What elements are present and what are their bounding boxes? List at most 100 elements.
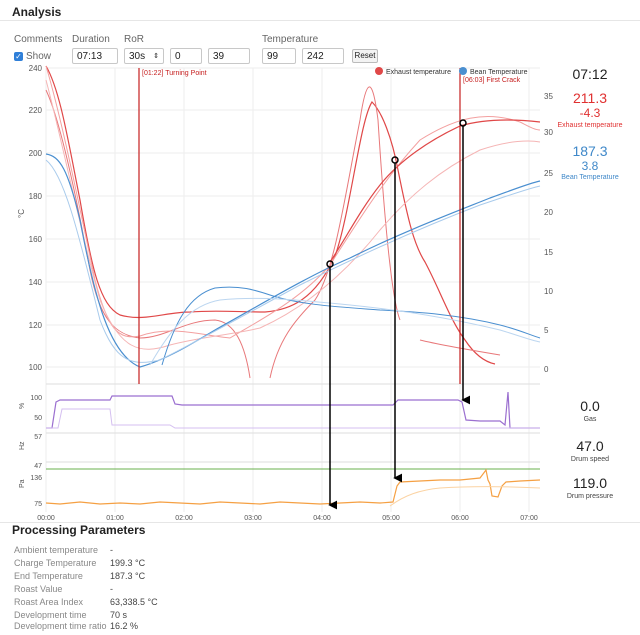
first-crack-label: [06:03] First Crack [463, 77, 521, 84]
gas-readout-label: Gas [583, 416, 597, 423]
temp-tick: 180 [29, 192, 43, 201]
param-label: End Temperature [14, 571, 83, 581]
exhaust-temp-prev [45, 65, 541, 339]
temp-tick: 140 [29, 278, 43, 287]
drum-speed-readout-label: Drum speed [570, 456, 610, 463]
param-label: Charge Temperature [14, 558, 97, 568]
ror-label: RoR [124, 34, 145, 45]
exhaust-value: 211.3 [573, 90, 607, 106]
time-tick: 04:00 [313, 515, 331, 522]
hz-tick: 57 [34, 434, 42, 441]
ror-select[interactable]: 30s ⇕ [124, 48, 164, 64]
show-label: Show [26, 51, 52, 62]
bean-legend-dot [459, 67, 467, 75]
temp-grid [45, 67, 540, 512]
header-divider [0, 20, 640, 21]
ror-tick: 25 [544, 169, 553, 178]
param-value: 70 s [110, 610, 128, 620]
temp-tick: 240 [29, 64, 43, 73]
ror-tick: 10 [544, 287, 553, 296]
exhaust-ror-curve [45, 86, 501, 379]
hz-tick: 47 [34, 463, 42, 470]
drum-speed-value: 47.0 [576, 438, 604, 454]
drum-pressure-readout-label: Drum pressure [566, 493, 614, 500]
ror-tick: 20 [544, 208, 553, 217]
time-tick: 05:00 [382, 515, 400, 522]
duration-label: Duration [72, 34, 110, 45]
time-tick: 00:00 [37, 515, 55, 522]
temp-tick: 160 [29, 235, 43, 244]
temp-axis: 240 220 200 180 160 140 120 100 [29, 64, 43, 372]
bean-ror-prev [149, 297, 541, 366]
exhaust-temp-prev [45, 79, 541, 350]
processing-title: Processing Parameters [12, 523, 146, 537]
exhaust-legend-label: Exhaust temperature [386, 69, 451, 76]
param-label: Roast Value [14, 584, 63, 594]
time-tick: 02:00 [175, 515, 193, 522]
page-title: Analysis [12, 5, 62, 19]
exhaust-temp-curve [45, 65, 496, 365]
show-comments-checkbox[interactable]: ✓ [14, 52, 23, 61]
param-value: 199.3 °C [110, 558, 146, 568]
drum-pressure-value: 119.0 [573, 475, 607, 491]
gas-tick: 50 [34, 415, 42, 422]
bean-legend-label: Bean Temperature [470, 69, 528, 76]
bean-ror-curve [161, 286, 541, 366]
temp-tick: 200 [29, 149, 43, 158]
pa-axis-label: Pa [19, 479, 26, 488]
gas-curve [46, 391, 540, 429]
exhaust-legend-dot [375, 67, 383, 75]
time-tick: 07:00 [520, 515, 538, 522]
gas-value: 0.0 [580, 398, 600, 414]
hz-axis-label: Hz [19, 441, 26, 450]
gas-tick: 100 [30, 395, 42, 402]
drum-pressure-curve [45, 468, 541, 505]
ror-max-input[interactable]: 39 [208, 48, 250, 64]
time-tick: 01:00 [106, 515, 124, 522]
temp-tick: 220 [29, 106, 43, 115]
gas-curve-prev [46, 408, 540, 429]
ror-select-value: 30s [129, 51, 146, 62]
annotation-arrows [326, 119, 471, 510]
exhaust-temp-main [329, 119, 541, 263]
pa-tick: 75 [34, 501, 42, 508]
ror-tick: 15 [544, 248, 553, 257]
reset-button[interactable]: Reset [352, 49, 378, 63]
temp-axis-label: °C [17, 209, 26, 218]
exhaust-readout-label: Exhaust temperature [557, 122, 623, 129]
param-value: 16.2 % [110, 621, 139, 631]
ror-min-input[interactable]: 0 [170, 48, 202, 64]
param-label: Roast Area Index [14, 597, 84, 607]
roast-chart[interactable]: 240 220 200 180 160 140 120 100 °C 35 30… [0, 60, 560, 522]
temp-tick: 100 [29, 363, 43, 372]
bean-delta: 3.8 [581, 159, 599, 173]
bean-temp-prev [45, 159, 541, 363]
ror-tick: 30 [544, 128, 553, 137]
pa-tick: 136 [30, 475, 42, 482]
bean-value: 187.3 [572, 143, 608, 159]
gas-axis-label: % [19, 403, 26, 409]
section-divider [0, 522, 640, 523]
exhaust-delta: -4.3 [579, 106, 601, 120]
time-axis: 00:00 01:00 02:00 03:00 04:00 05:00 06:0… [37, 515, 538, 522]
temp-tick: 120 [29, 321, 43, 330]
turning-point-label: [01:22] Turning Point [142, 70, 207, 77]
temp-min-input[interactable]: 99 [262, 48, 296, 64]
time-tick: 03:00 [244, 515, 262, 522]
select-arrows-icon: ⇕ [153, 53, 159, 60]
drum-pressure-prev [389, 486, 541, 507]
time-readout: 07:12 [572, 66, 608, 82]
ror-tick: 35 [544, 92, 553, 101]
param-value: - [110, 545, 113, 555]
param-label: Development time ratio [14, 621, 107, 631]
duration-input[interactable]: 07:13 [72, 48, 118, 64]
param-value: 63,338.5 °C [110, 597, 158, 607]
param-label: Development time [14, 610, 87, 620]
ror-tick: 5 [544, 326, 549, 335]
comments-label: Comments [14, 34, 63, 45]
bean-temp-curve [45, 153, 541, 368]
ror-tick: 0 [544, 365, 549, 374]
ror-axis: 35 30 25 20 15 10 5 0 [544, 92, 553, 374]
temp-max-input[interactable]: 242 [302, 48, 344, 64]
param-value: - [110, 584, 113, 594]
